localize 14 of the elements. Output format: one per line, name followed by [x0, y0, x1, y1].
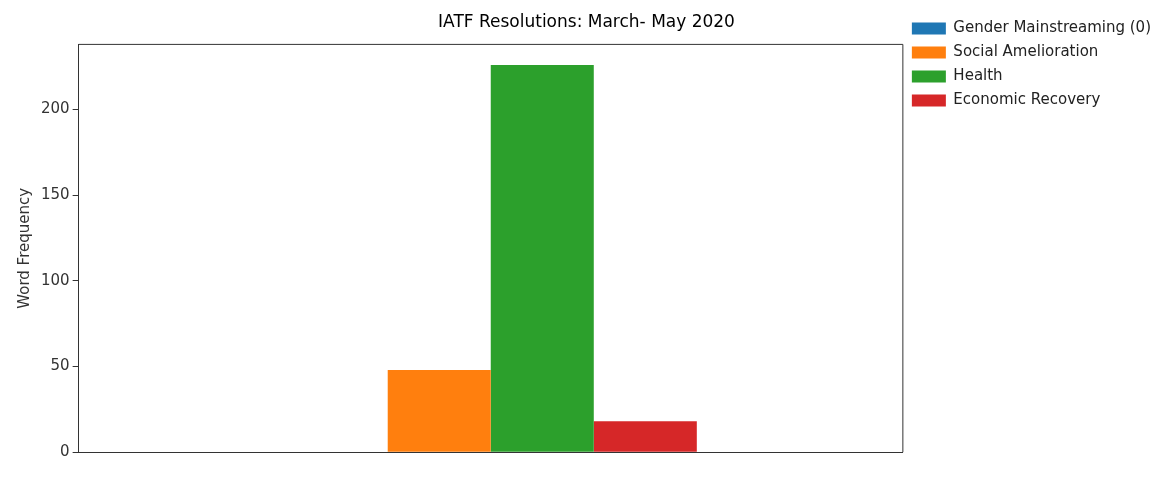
- legend-label: Social Amelioration: [953, 42, 1099, 61]
- y-tick-label: 50: [50, 356, 70, 375]
- chart-title: IATF Resolutions: March- May 2020: [438, 10, 735, 31]
- y-tick-label: 200: [40, 99, 70, 118]
- y-tick-label: 100: [40, 270, 70, 289]
- bar: [490, 64, 594, 452]
- bar: [593, 421, 697, 452]
- bar: [387, 369, 491, 452]
- legend-label: Gender Mainstreaming (0): [953, 18, 1152, 37]
- y-tick-label: 0: [60, 442, 70, 461]
- legend-label: Health: [953, 66, 1003, 85]
- legend-label: Economic Recovery: [953, 90, 1101, 109]
- y-axis-title: Word Frequency: [14, 187, 33, 309]
- y-tick-label: 150: [40, 185, 70, 204]
